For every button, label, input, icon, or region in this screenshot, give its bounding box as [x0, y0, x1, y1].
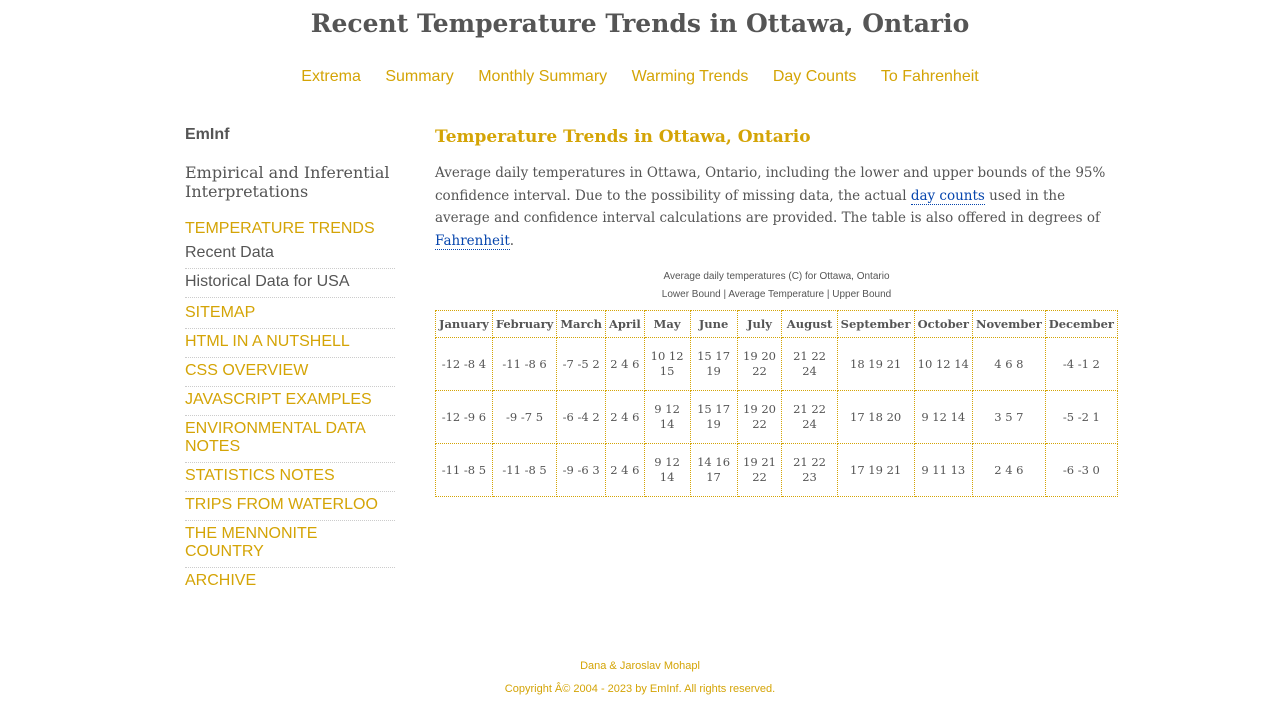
- table-cell: 15 17 19: [689, 390, 738, 444]
- table-cell: 4 6 8: [971, 337, 1046, 391]
- table-cell: -11 -8 5: [435, 443, 493, 497]
- table-cell: 21 22 23: [781, 443, 838, 497]
- intro-text-3: .: [509, 232, 515, 249]
- table-cell: 9 12 14: [643, 390, 691, 444]
- sidebar-item-mennonite-country[interactable]: THE MENNONITE COUNTRY: [185, 521, 395, 568]
- nav-link-monthly-summary[interactable]: Monthly Summary: [478, 68, 608, 85]
- table-cell: 9 12 14: [913, 390, 973, 444]
- column-header: September: [836, 310, 915, 338]
- table-cell: 21 22 24: [781, 337, 838, 391]
- table-cell: -6 -4 2: [556, 390, 606, 444]
- table-row: -12 -8 4 -11 -8 6 -7 -5 2 2 4 6 10 12 15…: [435, 337, 1119, 391]
- table-caption-legend: Lower Bound | Average Temperature | Uppe…: [661, 289, 892, 300]
- table-cell: -11 -8 6: [491, 337, 558, 391]
- content-title: Temperature Trends in Ottawa, Ontario: [435, 127, 811, 147]
- footer-authors: Dana & Jaroslav Mohapl: [580, 660, 700, 672]
- table-cell: 17 18 20: [836, 390, 915, 444]
- table-cell: -9 -6 3: [556, 443, 606, 497]
- table-cell: 14 16 17: [689, 443, 738, 497]
- intro-text-1: Average daily temperatures in Ottawa, On…: [435, 165, 1106, 204]
- sidebar-item-recent-data[interactable]: Recent Data: [185, 240, 395, 269]
- table-cell: 21 22 24: [781, 390, 838, 444]
- sidebar-menu: TEMPERATURE TRENDS Recent Data Historica…: [185, 220, 395, 596]
- table-cell: 18 19 21: [836, 337, 915, 391]
- table-cell: -12 -9 6: [435, 390, 493, 444]
- main-content: Temperature Trends in Ottawa, Ontario Av…: [435, 124, 1119, 497]
- column-header: May: [643, 310, 691, 338]
- column-header: August: [781, 310, 838, 338]
- nav-link-summary[interactable]: Summary: [385, 68, 454, 85]
- column-header: April: [604, 310, 645, 338]
- table-cell: 9 12 14: [643, 443, 691, 497]
- table-cell: 15 17 19: [689, 337, 738, 391]
- table-cell: 19 21 22: [736, 443, 783, 497]
- sidebar-item-archive[interactable]: ARCHIVE: [185, 572, 257, 589]
- intro-text-2: used in the average and confidence inter…: [435, 187, 1101, 227]
- table-cell: -7 -5 2: [556, 337, 606, 391]
- table-cell: 10 12 15: [643, 337, 691, 391]
- nav-link-extrema[interactable]: Extrema: [301, 68, 361, 85]
- table-cell: 17 19 21: [836, 443, 915, 497]
- footer-copyright: Copyright Â© 2004 - 2023 by EmInf. All r…: [504, 683, 776, 695]
- sidebar-item-html-in-a-nutshell[interactable]: HTML IN A NUTSHELL: [185, 329, 395, 358]
- column-header: January: [435, 310, 493, 338]
- page-footer: Dana & Jaroslav Mohapl Copyright Â© 2004…: [0, 655, 1280, 701]
- nav-link-day-counts[interactable]: Day Counts: [772, 68, 857, 85]
- table-cell: -6 -3 0: [1044, 443, 1119, 497]
- table-cell: 19 20 22: [736, 390, 783, 444]
- column-header: February: [491, 310, 558, 338]
- table-cell: -11 -8 5: [491, 443, 558, 497]
- table-cell: -12 -8 4: [435, 337, 493, 391]
- table-cell: -9 -7 5: [491, 390, 558, 444]
- column-header: July: [736, 310, 783, 338]
- table-cell: 2 4 6: [604, 443, 645, 497]
- column-header: November: [971, 310, 1046, 338]
- column-header: June: [689, 310, 738, 338]
- table-cell: 2 4 6: [971, 443, 1046, 497]
- table-cell: -5 -2 1: [1044, 390, 1119, 444]
- fahrenheit-link[interactable]: Fahrenheit: [435, 232, 510, 250]
- table-row: -11 -8 5 -11 -8 5 -9 -6 3 2 4 6 9 12 14 …: [435, 443, 1119, 497]
- sidebar-item-statistics-notes[interactable]: STATISTICS NOTES: [185, 463, 395, 492]
- sidebar-item-historical-data-usa[interactable]: Historical Data for USA: [185, 269, 395, 298]
- table-cell: -4 -1 2: [1044, 337, 1119, 391]
- table-cell: 2 4 6: [604, 337, 645, 391]
- table-cell: 19 20 22: [736, 337, 783, 391]
- sidebar: EmInf Empirical and Inferential Interpre…: [185, 124, 395, 596]
- nav-link-to-fahrenheit[interactable]: To Fahrenheit: [880, 68, 979, 85]
- sidebar-item-css-overview[interactable]: CSS OVERVIEW: [185, 358, 395, 387]
- table-header-row: January February March April May June Ju…: [435, 310, 1119, 338]
- site-title: Recent Temperature Trends in Ottawa, Ont…: [310, 9, 970, 38]
- nav-link-warming-trends[interactable]: Warming Trends: [631, 68, 749, 85]
- table-caption-title: Average daily temperatures (C) for Ottaw…: [663, 271, 890, 282]
- column-header: October: [913, 310, 973, 338]
- sidebar-item-sitemap[interactable]: SITEMAP: [185, 300, 395, 329]
- table-caption: Average daily temperatures (C) for Ottaw…: [435, 268, 1118, 304]
- brand-name: EmInf: [185, 126, 230, 143]
- temperature-table: January February March April May June Ju…: [435, 310, 1119, 497]
- day-counts-link[interactable]: day counts: [910, 187, 985, 205]
- table-cell: 2 4 6: [604, 390, 645, 444]
- table-cell: 9 11 13: [913, 443, 973, 497]
- column-header: March: [556, 310, 606, 338]
- sidebar-item-environmental-data-notes[interactable]: ENVIRONMENTAL DATA NOTES: [185, 416, 395, 463]
- table-row: -12 -9 6 -9 -7 5 -6 -4 2 2 4 6 9 12 14 1…: [435, 390, 1119, 444]
- table-cell: 3 5 7: [971, 390, 1046, 444]
- top-nav: Extrema Summary Monthly Summary Warming …: [0, 66, 1280, 88]
- sidebar-item-trips-from-waterloo[interactable]: TRIPS FROM WATERLOO: [185, 492, 395, 521]
- sidebar-item-temperature-trends[interactable]: TEMPERATURE TRENDS: [185, 220, 375, 237]
- intro-paragraph: Average daily temperatures in Ottawa, On…: [435, 162, 1118, 252]
- sidebar-item-javascript-examples[interactable]: JAVASCRIPT EXAMPLES: [185, 387, 395, 416]
- brand-tagline: Empirical and Inferential Interpretation…: [185, 163, 390, 201]
- table-cell: 10 12 14: [913, 337, 973, 391]
- column-header: December: [1044, 310, 1119, 338]
